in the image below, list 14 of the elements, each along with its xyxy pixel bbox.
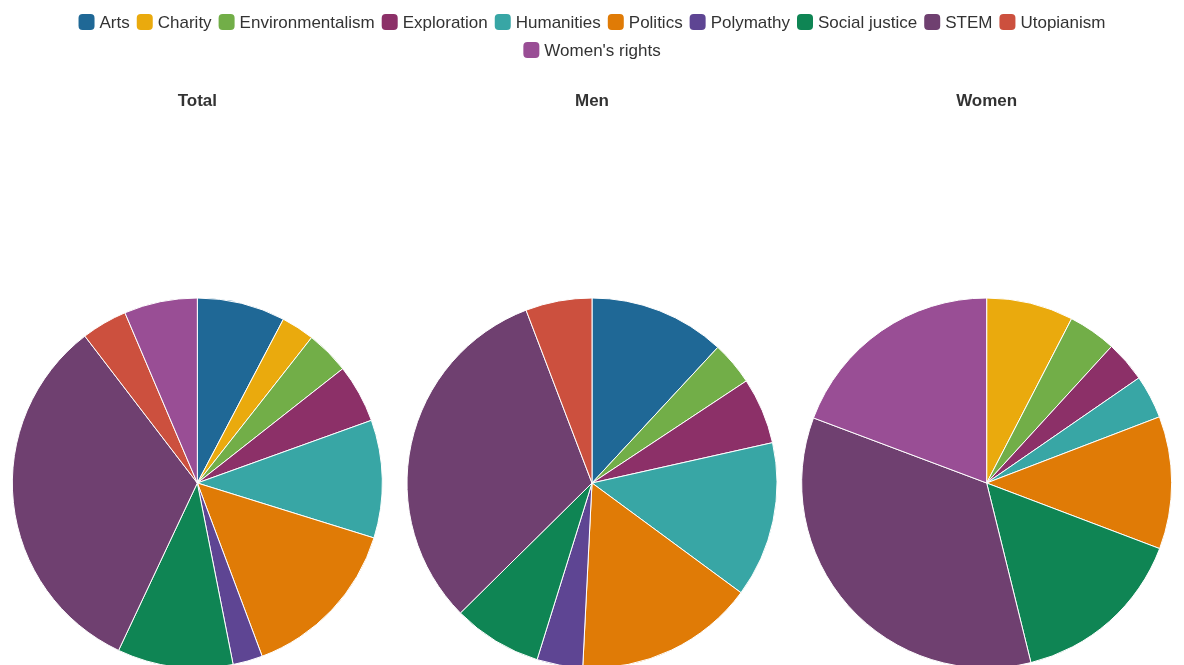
legend-label: Humanities: [515, 12, 601, 32]
legend-label: Women's rights: [544, 40, 661, 60]
legend-label: Environmentalism: [239, 12, 375, 32]
legend-label: Charity: [157, 12, 213, 32]
legend-label: Utopianism: [1020, 12, 1106, 32]
legend-label: Arts: [99, 12, 130, 32]
legend-label: Polymathy: [710, 12, 791, 32]
legend-label: Politics: [628, 12, 683, 32]
chart-title: Men: [575, 90, 609, 110]
legend-label: Exploration: [402, 12, 488, 32]
text: Total: [177, 90, 218, 110]
chart-title: Women: [956, 90, 1018, 110]
legend-label: STEM: [945, 12, 993, 32]
legend-label: Social justice: [818, 12, 918, 32]
